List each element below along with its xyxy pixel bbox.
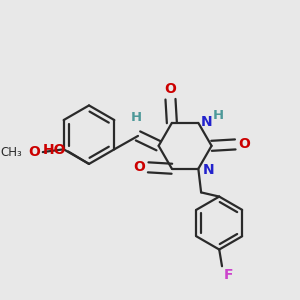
Text: HO: HO bbox=[42, 143, 66, 157]
Text: CH₃: CH₃ bbox=[0, 146, 22, 159]
Text: O: O bbox=[164, 82, 176, 96]
Text: O: O bbox=[133, 160, 145, 174]
Text: O: O bbox=[29, 145, 40, 159]
Text: F: F bbox=[224, 268, 233, 283]
Text: H: H bbox=[212, 110, 224, 122]
Text: O: O bbox=[238, 137, 250, 152]
Text: N: N bbox=[202, 163, 214, 177]
Text: N: N bbox=[201, 115, 213, 128]
Text: H: H bbox=[131, 111, 142, 124]
